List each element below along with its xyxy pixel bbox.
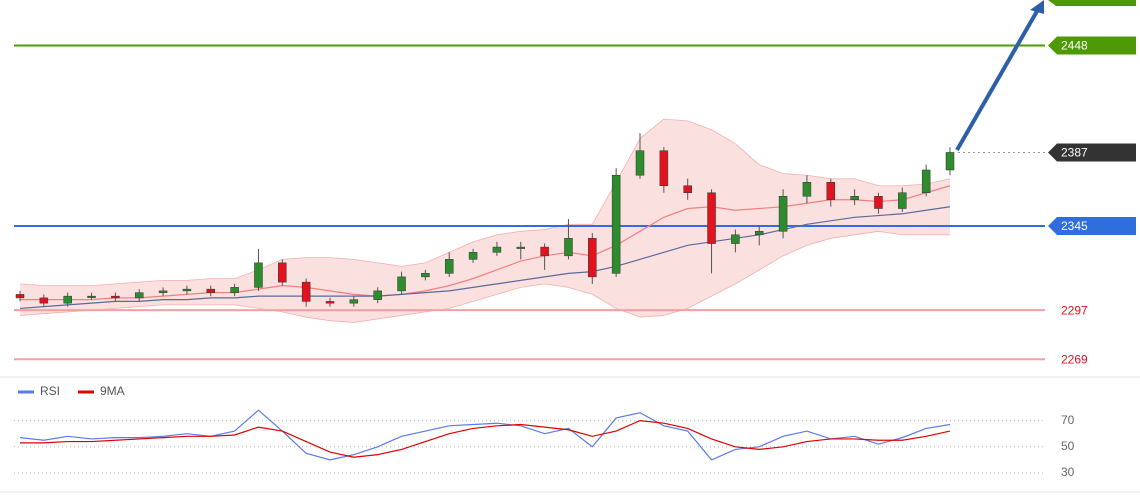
candle-body — [349, 299, 359, 304]
candle-body — [802, 181, 812, 197]
forecast-arrow — [955, 5, 1042, 151]
candle-body — [301, 281, 311, 302]
candle-body — [516, 246, 526, 249]
band-upper — [19, 118, 951, 287]
candle-body — [63, 295, 72, 304]
band-lower — [19, 230, 950, 323]
level-tag — [1048, 217, 1136, 236]
candle-body — [850, 196, 859, 201]
band-fill — [20, 119, 950, 323]
candle-body — [588, 238, 597, 278]
arrow-head — [1030, 0, 1044, 14]
target-tag — [1048, 0, 1136, 6]
indicator-line — [20, 419, 951, 458]
candle-body — [15, 294, 25, 299]
candle-body — [754, 231, 764, 236]
rsi-panel: 70 50 30 RSI 9MA — [14, 384, 1075, 479]
level-tag — [1048, 143, 1136, 162]
level-label: 2345 — [1061, 219, 1088, 233]
level-label: 2269 — [1061, 352, 1088, 366]
level-label: 2297 — [1061, 303, 1088, 317]
candle-body — [898, 192, 907, 209]
candle-body — [230, 287, 239, 293]
candle-body — [39, 297, 49, 304]
candle-body — [564, 238, 573, 257]
candle-body — [158, 290, 168, 293]
y-tick-label: 30 — [1061, 465, 1075, 479]
legend-label: 9MA — [100, 384, 125, 398]
candle-body — [921, 169, 931, 194]
candle-body — [182, 288, 192, 292]
candle-body — [206, 288, 216, 293]
candle-body — [945, 152, 955, 171]
candle-body — [659, 150, 669, 186]
indicator-line — [19, 409, 951, 461]
candle-body — [254, 262, 263, 288]
candle-body — [778, 196, 788, 232]
candle-body — [373, 290, 382, 300]
candle-body — [111, 295, 120, 299]
candle-body — [731, 234, 740, 244]
candle-body — [397, 276, 406, 292]
candle-body — [468, 252, 478, 260]
candle-body — [87, 295, 96, 298]
candle-body — [826, 181, 836, 201]
candle-body — [874, 196, 883, 209]
candle-body — [707, 192, 716, 244]
level-label: 2387 — [1061, 146, 1088, 160]
candle-body — [278, 262, 287, 283]
candle-body — [444, 259, 454, 274]
candle-body — [540, 246, 549, 257]
level-tag — [1048, 36, 1136, 55]
candle-body — [611, 174, 621, 274]
level-label: 2448 — [1061, 39, 1088, 53]
legend-label: RSI — [40, 384, 60, 398]
candle-body — [421, 273, 430, 278]
candle-body — [325, 301, 335, 304]
candle-body — [635, 150, 645, 176]
y-tick-label: 50 — [1061, 439, 1075, 453]
candle-body — [134, 292, 144, 299]
moving-average — [19, 206, 951, 310]
candle-body — [492, 246, 502, 253]
moving-average — [20, 185, 951, 301]
y-tick-label: 70 — [1061, 413, 1075, 427]
price-panel: 2448 2387 2345 2297 2269 — [14, 36, 1136, 366]
candle-body — [683, 185, 692, 194]
